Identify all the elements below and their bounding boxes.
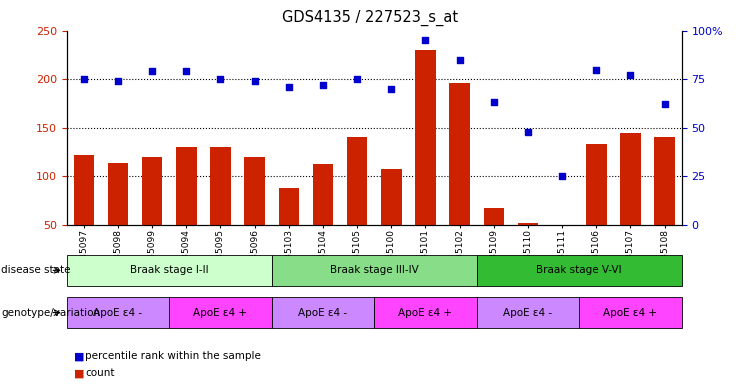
Text: ApoE ε4 -: ApoE ε4 - bbox=[93, 308, 142, 318]
Point bbox=[625, 72, 637, 78]
Text: Braak stage III-IV: Braak stage III-IV bbox=[330, 265, 419, 275]
Text: ■: ■ bbox=[74, 351, 84, 361]
Point bbox=[385, 86, 397, 92]
Bar bbox=[245, 157, 265, 225]
Point bbox=[78, 76, 90, 82]
Text: percentile rank within the sample: percentile rank within the sample bbox=[85, 351, 261, 361]
Text: Braak stage I-II: Braak stage I-II bbox=[130, 265, 208, 275]
Bar bbox=[654, 137, 675, 225]
Bar bbox=[313, 164, 333, 225]
Bar bbox=[347, 137, 368, 225]
Point bbox=[146, 68, 158, 74]
Point bbox=[317, 82, 329, 88]
Text: GDS4135 / 227523_s_at: GDS4135 / 227523_s_at bbox=[282, 10, 459, 26]
Bar bbox=[142, 157, 162, 225]
Text: disease state: disease state bbox=[1, 265, 71, 275]
Point bbox=[215, 76, 227, 82]
Point bbox=[283, 84, 295, 90]
Bar bbox=[381, 169, 402, 225]
Point bbox=[591, 66, 602, 73]
Text: Braak stage V-VI: Braak stage V-VI bbox=[536, 265, 622, 275]
Point bbox=[522, 129, 534, 135]
Bar bbox=[586, 144, 607, 225]
Text: ApoE ε4 -: ApoE ε4 - bbox=[503, 308, 553, 318]
Bar bbox=[518, 223, 538, 225]
Bar bbox=[415, 50, 436, 225]
Point bbox=[453, 57, 465, 63]
Point bbox=[419, 37, 431, 43]
Bar bbox=[552, 225, 572, 268]
Bar bbox=[73, 155, 94, 225]
Text: ApoE ε4 -: ApoE ε4 - bbox=[299, 308, 348, 318]
Point bbox=[659, 101, 671, 108]
Point bbox=[488, 99, 499, 106]
Text: ApoE ε4 +: ApoE ε4 + bbox=[603, 308, 657, 318]
Point bbox=[351, 76, 363, 82]
Point bbox=[249, 78, 261, 84]
Text: genotype/variation: genotype/variation bbox=[1, 308, 101, 318]
Bar bbox=[210, 147, 230, 225]
Text: ■: ■ bbox=[74, 368, 84, 378]
Bar bbox=[449, 83, 470, 225]
Bar bbox=[279, 188, 299, 225]
Bar bbox=[176, 147, 196, 225]
Bar bbox=[484, 208, 504, 225]
Text: ApoE ε4 +: ApoE ε4 + bbox=[193, 308, 247, 318]
Point bbox=[180, 68, 192, 74]
Text: ApoE ε4 +: ApoE ε4 + bbox=[399, 308, 453, 318]
Bar bbox=[620, 132, 641, 225]
Text: count: count bbox=[85, 368, 115, 378]
Point bbox=[556, 173, 568, 179]
Bar bbox=[107, 162, 128, 225]
Point bbox=[112, 78, 124, 84]
